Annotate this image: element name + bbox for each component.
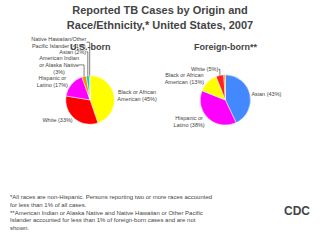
svg-text:Native Hawaiian/OtherPacific I: Native Hawaiian/OtherPacific Islander (<… (31, 36, 86, 49)
svg-text:White (33%): White (33%) (42, 117, 72, 123)
svg-text:Black or AfricanAmerican (45%): Black or AfricanAmerican (45%) (117, 89, 157, 102)
svg-text:Asian (43%): Asian (43%) (251, 91, 281, 97)
svg-text:American Indianor Alaska Nativ: American Indianor Alaska Native(3%) (39, 55, 79, 75)
svg-text:Black or AfricanAmerican (13%): Black or AfricanAmerican (13%) (165, 72, 205, 85)
svg-text:*All races are non-Hispanic. P: *All races are non-Hispanic. Persons rep… (10, 194, 212, 231)
svg-text:Reported TB Cases by Origin an: Reported TB Cases by Origin andRace/Ethn… (67, 4, 253, 30)
svg-text:Hispanic orLatino (38%): Hispanic orLatino (38%) (173, 115, 204, 128)
svg-text:U.S.-born: U.S.-born (70, 42, 111, 52)
svg-text:White (5%): White (5%) (191, 66, 218, 72)
svg-text:Hispanic orLatino (17%): Hispanic orLatino (17%) (37, 75, 68, 88)
svg-text:CDC: CDC (284, 204, 310, 218)
svg-text:Asian (2%): Asian (2%) (59, 49, 86, 55)
svg-text:Foreign-born**: Foreign-born** (194, 42, 257, 52)
